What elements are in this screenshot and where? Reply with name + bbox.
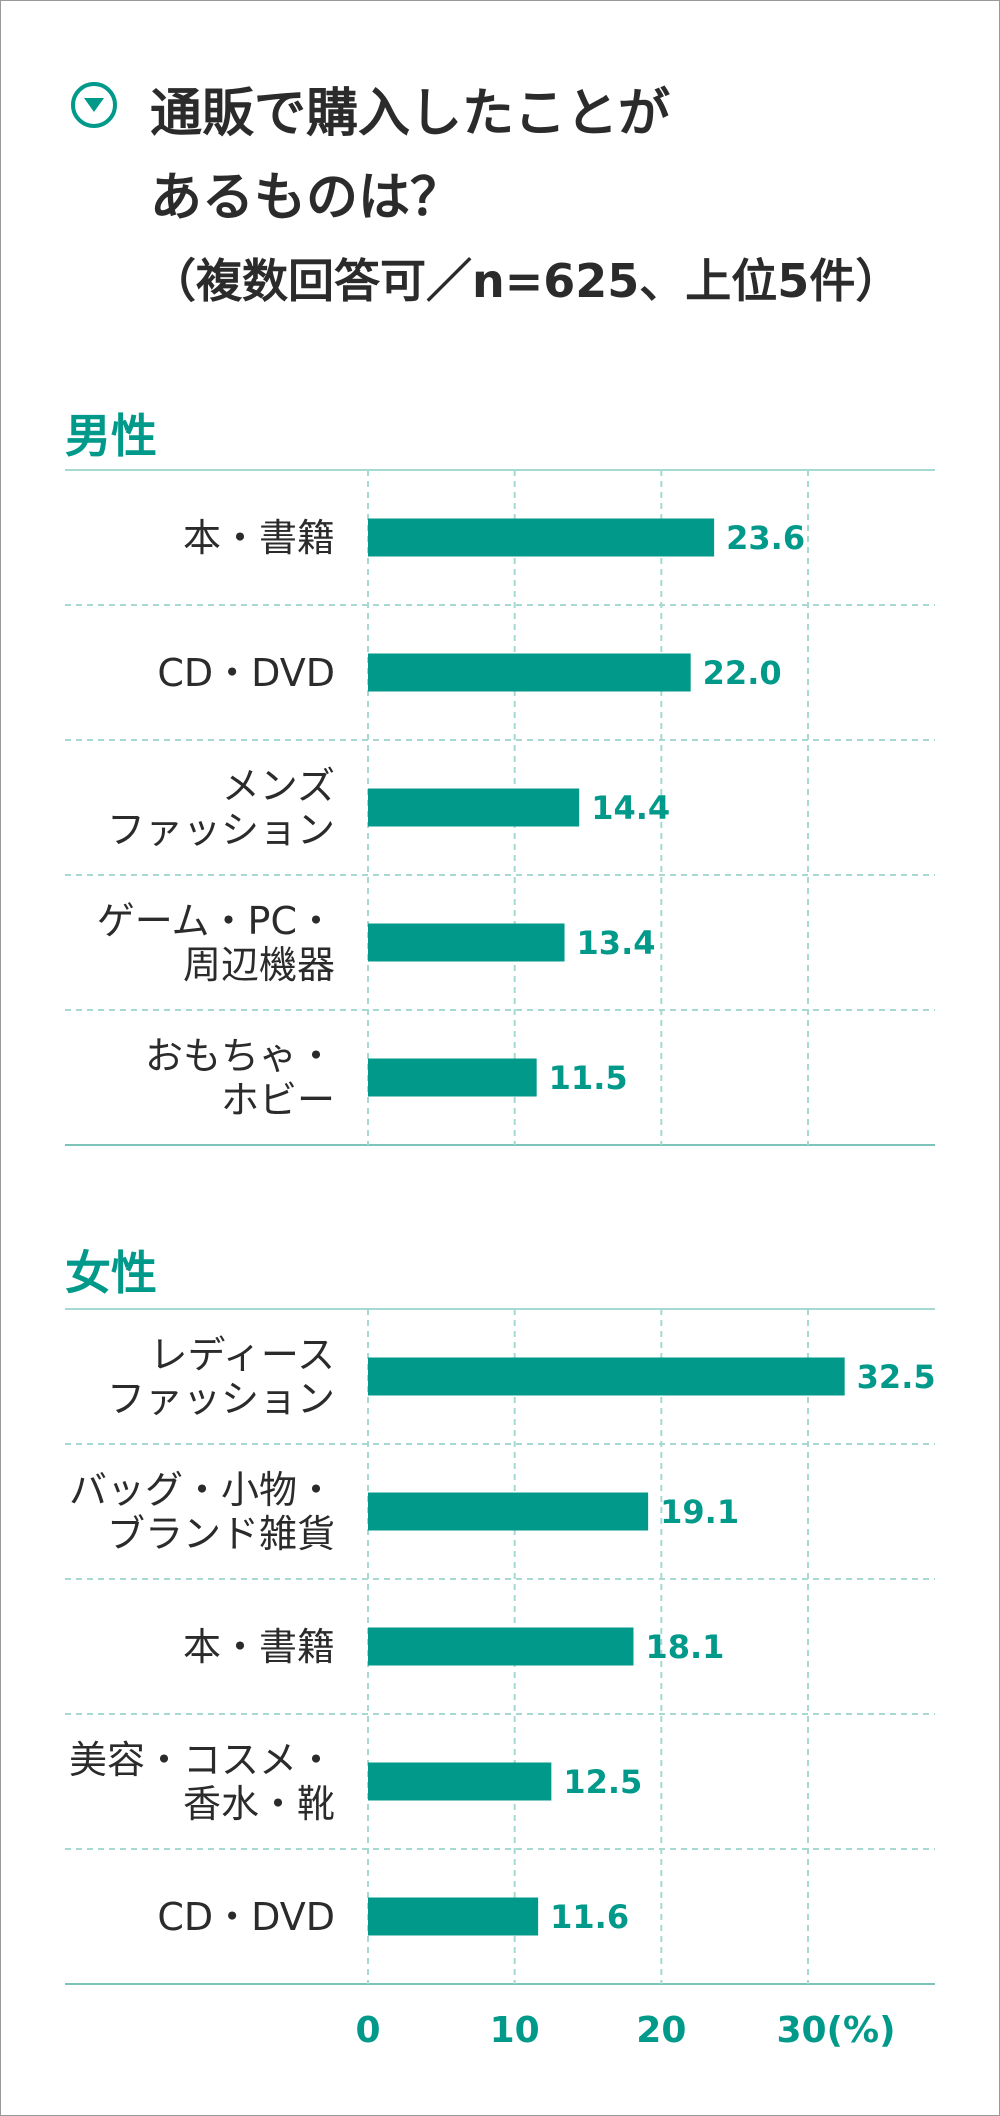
x-tick-label: 0 (355, 2010, 381, 2051)
bar (368, 788, 580, 827)
title-icon-arrow (84, 98, 104, 112)
category-label: 美容・コスメ・ 香水・靴 (68, 1737, 335, 1826)
category-label: レディース ファッション (106, 1332, 335, 1421)
title: 通販で購入したことが あるものは？ (150, 84, 671, 228)
category-label: 本・書籍 (182, 1624, 335, 1669)
category-label: バッグ・小物・ ブランド雑貨 (68, 1467, 335, 1556)
value-label: 12.5 (563, 1762, 643, 1801)
value-label: 22.0 (702, 653, 782, 692)
bar (368, 518, 715, 557)
section-title: 男性 (65, 409, 157, 463)
bar (368, 653, 691, 692)
bar (368, 1058, 537, 1097)
value-label: 23.6 (726, 518, 806, 557)
value-label: 14.4 (591, 788, 671, 827)
bar (368, 1627, 634, 1666)
bar (368, 1762, 552, 1801)
category-label: CD・DVD (157, 1894, 335, 1939)
subtitle: （複数回答可／n=625、上位5件） (150, 254, 902, 308)
category-label: CD・DVD (157, 650, 335, 695)
category-label: メンズ ファッション (106, 763, 335, 852)
bar (368, 1897, 539, 1936)
value-label: 32.5 (856, 1357, 936, 1396)
bar (368, 1357, 845, 1396)
value-label: 18.1 (645, 1627, 725, 1666)
x-tick-label: 10 (489, 2010, 540, 2051)
section-title: 女性 (65, 1246, 157, 1300)
value-label: 11.6 (550, 1897, 630, 1936)
category-label: おもちゃ・ ホビー (144, 1033, 335, 1122)
value-label: 13.4 (576, 923, 656, 962)
value-label: 11.5 (548, 1058, 628, 1097)
bar (368, 1492, 649, 1531)
title-icon (71, 82, 117, 128)
x-tick-label: 30(%) (776, 2010, 896, 2051)
value-label: 19.1 (660, 1492, 740, 1531)
bar (368, 923, 565, 962)
category-label: 本・書籍 (182, 515, 335, 560)
x-tick-label: 20 (636, 2010, 687, 2051)
category-label: ゲーム・PC・ 周辺機器 (96, 898, 335, 987)
